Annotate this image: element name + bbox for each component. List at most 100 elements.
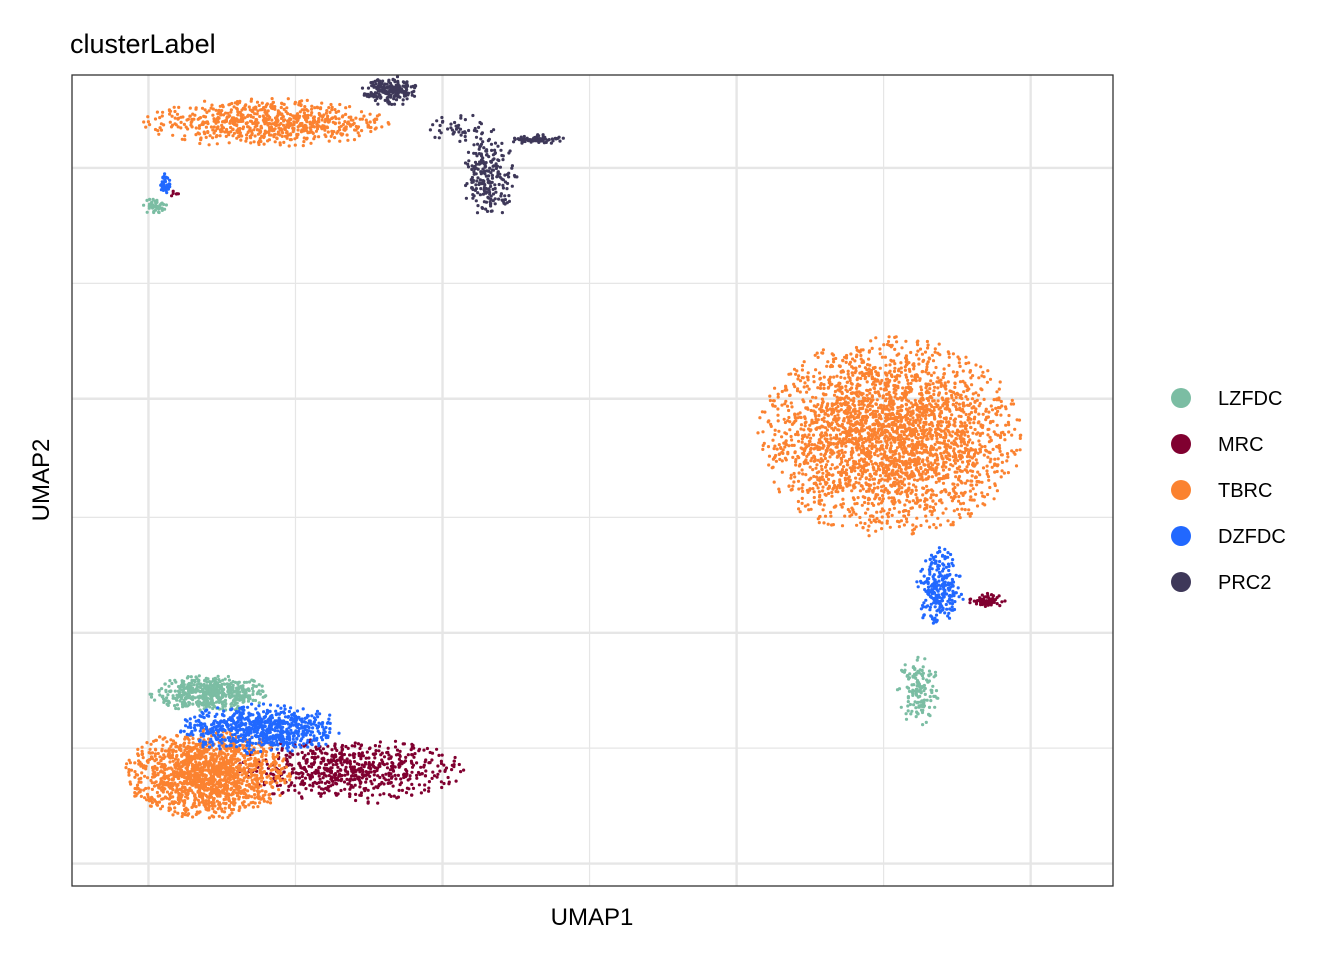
- point: [867, 357, 871, 361]
- point: [370, 793, 375, 797]
- point: [906, 709, 910, 713]
- point: [140, 745, 144, 749]
- point: [899, 361, 903, 365]
- point: [944, 432, 948, 436]
- point: [872, 386, 876, 390]
- point: [958, 516, 962, 520]
- point: [879, 510, 883, 514]
- point: [231, 807, 236, 812]
- point: [925, 519, 929, 523]
- point: [300, 774, 304, 779]
- point: [235, 692, 239, 696]
- point: [972, 421, 976, 425]
- point: [904, 473, 908, 477]
- point: [845, 353, 849, 358]
- point: [992, 430, 996, 434]
- point: [885, 429, 889, 433]
- point: [365, 750, 369, 754]
- point: [865, 399, 870, 403]
- point: [836, 409, 840, 413]
- point: [369, 779, 373, 783]
- point: [878, 394, 882, 398]
- point: [902, 483, 907, 487]
- point: [920, 446, 924, 450]
- point: [373, 744, 377, 748]
- point: [833, 414, 837, 418]
- point: [995, 423, 999, 427]
- point: [974, 391, 978, 395]
- point: [768, 398, 773, 403]
- point: [841, 502, 846, 506]
- point: [924, 416, 928, 421]
- point: [944, 406, 948, 411]
- point: [904, 437, 908, 441]
- point: [872, 486, 877, 490]
- point: [877, 413, 882, 417]
- point: [901, 442, 905, 447]
- point: [817, 441, 821, 445]
- point: [905, 434, 909, 438]
- point: [825, 364, 829, 368]
- point: [332, 758, 336, 763]
- point: [309, 788, 314, 792]
- point: [385, 762, 389, 766]
- point: [812, 474, 816, 479]
- point: [777, 452, 781, 456]
- point: [873, 452, 877, 457]
- point: [931, 684, 935, 688]
- point: [277, 763, 281, 768]
- point: [914, 442, 918, 447]
- point: [967, 361, 971, 365]
- point: [205, 690, 209, 694]
- point: [305, 758, 309, 762]
- point: [903, 460, 908, 464]
- point: [929, 379, 933, 383]
- point: [867, 370, 871, 374]
- point: [210, 702, 214, 706]
- point: [969, 479, 973, 483]
- point: [174, 680, 178, 684]
- point: [910, 453, 915, 457]
- point: [998, 449, 1002, 453]
- point: [980, 480, 984, 484]
- point: [777, 443, 781, 447]
- point: [265, 762, 269, 766]
- point: [215, 700, 219, 704]
- point: [997, 445, 1001, 449]
- point: [166, 699, 170, 703]
- point: [845, 415, 850, 419]
- point: [979, 365, 983, 369]
- point: [798, 510, 802, 514]
- point: [879, 381, 883, 385]
- point: [170, 681, 174, 686]
- point: [1007, 430, 1011, 434]
- point: [769, 424, 773, 428]
- point: [202, 691, 207, 696]
- point: [907, 513, 911, 517]
- point: [966, 512, 971, 516]
- point: [847, 479, 851, 483]
- point: [1000, 600, 1004, 604]
- point: [248, 697, 252, 701]
- point: [906, 382, 910, 386]
- point: [251, 698, 255, 702]
- point: [986, 369, 990, 373]
- point: [318, 749, 323, 753]
- point: [203, 698, 207, 702]
- point: [901, 455, 905, 459]
- point: [224, 693, 228, 697]
- point: [933, 385, 937, 389]
- point: [302, 755, 306, 760]
- point: [825, 481, 829, 485]
- point: [904, 357, 909, 361]
- point: [854, 366, 858, 370]
- point: [897, 484, 901, 488]
- point: [998, 604, 1002, 608]
- point: [911, 445, 915, 449]
- point: [823, 456, 828, 461]
- point: [867, 462, 871, 466]
- point: [996, 409, 1000, 413]
- point: [864, 470, 868, 474]
- point: [841, 497, 845, 501]
- point: [291, 753, 295, 757]
